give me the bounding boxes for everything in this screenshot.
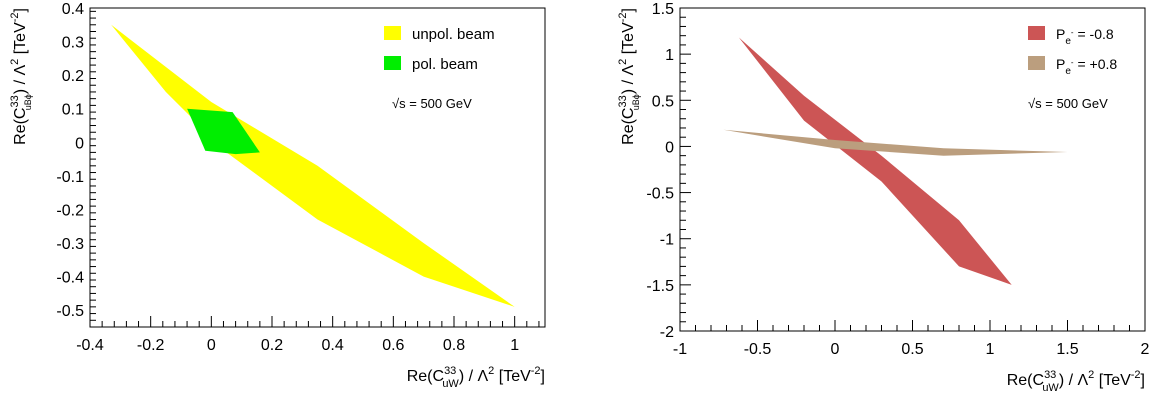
y-tick-label: -0.4 — [56, 270, 84, 287]
y-tick-label: -0.5 — [646, 186, 674, 203]
legend-swatch-2 — [1028, 56, 1045, 70]
legend-swatch-1 — [384, 26, 401, 40]
legend-label-1: unpol. beam — [412, 26, 495, 43]
region-1-2 — [187, 108, 260, 155]
legend-text: = +0.8 — [1074, 56, 1118, 72]
y-label-part: [TeV — [12, 22, 29, 59]
x-label-sub: uW — [1042, 382, 1059, 394]
x-label-sup: 33 — [444, 365, 456, 377]
x-tick-label: -1 — [673, 341, 687, 358]
y-tick-label: -0.3 — [56, 236, 84, 253]
x-label-part: [TeV — [494, 368, 531, 385]
x-label-part: [TeV — [1094, 372, 1131, 389]
y-tick-label: -2 — [660, 324, 674, 341]
legend-text: unpol. beam — [412, 26, 495, 43]
y-tick-label: -0.2 — [56, 202, 84, 219]
x-label-sup: -2 — [1131, 369, 1141, 381]
x-tick-label: 0.8 — [443, 337, 465, 354]
y-label-sup: 2 — [617, 59, 629, 65]
legend-text: P — [1056, 26, 1065, 42]
y-label-part: Re(C — [620, 108, 637, 145]
x-label-sub: uW — [442, 378, 459, 390]
legend-label-2: pol. beam — [412, 56, 478, 73]
x-label-part: ) / Λ — [1059, 372, 1089, 389]
x-label-sup: 33 — [1044, 369, 1056, 381]
legend-label-1: Pe- = -0.8 — [1056, 26, 1114, 47]
legend-label-2: Pe- = +0.8 — [1056, 56, 1117, 77]
chart-panel-1: -0.4 -0.2 0 0.2 0.4 0.6 0.8 1 0.4 0.3 0.2 0.1 0 -0.1 -… — [9, 1, 546, 390]
x-tick-label: -0.4 — [76, 337, 104, 354]
sqrt-s-annotation: √s = 500 GeV — [1028, 96, 1108, 111]
y-axis-label: Re(C33 uBϕ) / Λ2 [TeV-2] — [617, 8, 641, 145]
x-tick-label: 1 — [986, 341, 995, 358]
x-tick-label: 1.5 — [1056, 341, 1078, 358]
y-tick-label: -1 — [660, 232, 674, 249]
y-label-sub: uBϕ — [23, 94, 33, 110]
x-label-part: ] — [541, 368, 545, 385]
x-label-part: ) / Λ — [459, 368, 489, 385]
annotation-text: √s = 500 GeV — [392, 96, 472, 111]
legend-text: = -0.8 — [1074, 26, 1114, 42]
legend-swatch-2 — [384, 56, 401, 70]
y-label-part: ] — [12, 8, 29, 12]
y-tick-label: 0.2 — [62, 68, 84, 85]
legend-sub: e — [1065, 36, 1071, 47]
x-label-part: Re(C — [407, 368, 444, 385]
y-label-sub: uBϕ — [631, 94, 641, 110]
x-tick-label: 0 — [207, 337, 216, 354]
y-tick-label: 0 — [665, 139, 674, 156]
x-axis-label: Re(C33 uW) / Λ2 [TeV-2] — [1007, 369, 1145, 394]
y-label-sup: 33 — [9, 95, 21, 107]
x-tick-label: 0.6 — [382, 337, 404, 354]
y-tick-label: 1 — [665, 47, 674, 64]
y-label-part: ) / Λ — [620, 65, 637, 95]
legend-text: P — [1056, 56, 1065, 72]
y-tick-label: 0.1 — [62, 102, 84, 119]
x-label-sup: -2 — [531, 365, 541, 377]
y-tick-label: 0.5 — [652, 93, 674, 110]
x-tick-label: 0 — [831, 341, 840, 358]
sqrt-s-annotation: √s = 500 GeV — [392, 96, 472, 111]
x-label-part: ] — [1141, 372, 1145, 389]
legend-swatch-1 — [1028, 26, 1045, 40]
region-1-1 — [111, 24, 515, 307]
x-label-sup: 2 — [488, 365, 494, 377]
legend-sup: - — [1071, 28, 1074, 37]
x-tick-label: 2 — [1141, 341, 1150, 358]
plot-frame — [89, 7, 546, 328]
legend-text: pol. beam — [412, 56, 478, 73]
x-tick-label: 0.5 — [901, 341, 923, 358]
region-2-1 — [738, 37, 1012, 285]
legend-sup: - — [1071, 58, 1074, 67]
y-tick-label: 0 — [75, 135, 84, 152]
y-tick-label: -0.1 — [56, 169, 84, 186]
x-tick-label: 1 — [510, 337, 519, 354]
y-tick-label: 1.5 — [652, 1, 674, 18]
x-label-sup: 2 — [1088, 369, 1094, 381]
x-tick-label: -0.5 — [744, 341, 772, 358]
annotation-text: √s = 500 GeV — [1028, 96, 1108, 111]
y-label-part: ) / Λ — [12, 65, 29, 95]
x-tick-label: -0.2 — [137, 337, 165, 354]
y-label-part: [TeV — [620, 22, 637, 59]
y-axis-label: Re(C33 uBϕ) / Λ2 [TeV-2] — [9, 8, 33, 145]
y-label-sup: 33 — [617, 95, 629, 107]
region-2-2 — [723, 129, 1068, 156]
y-tick-label: -0.5 — [56, 303, 84, 320]
y-label-sup: -2 — [617, 12, 629, 22]
x-tick-label: 0.2 — [261, 337, 283, 354]
y-tick-label: 0.3 — [62, 35, 84, 52]
y-label-part: ] — [620, 8, 637, 12]
x-label-part: Re(C — [1007, 372, 1044, 389]
legend-sub: e — [1065, 66, 1071, 77]
x-axis-label: Re(C33 uW) / Λ2 [TeV-2] — [407, 365, 545, 390]
chart-panel-2: -1 -0.5 0 0.5 1 1.5 21.510.50-0.5-1-1.5-2Re(C3… — [617, 1, 1150, 394]
y-label-sup: 2 — [9, 59, 21, 65]
y-tick-label: -1.5 — [646, 278, 674, 295]
y-label-part: Re(C — [12, 108, 29, 145]
x-tick-label: 0.4 — [322, 337, 344, 354]
y-label-sup: -2 — [9, 12, 21, 22]
y-tick-label: 0.4 — [62, 1, 84, 18]
